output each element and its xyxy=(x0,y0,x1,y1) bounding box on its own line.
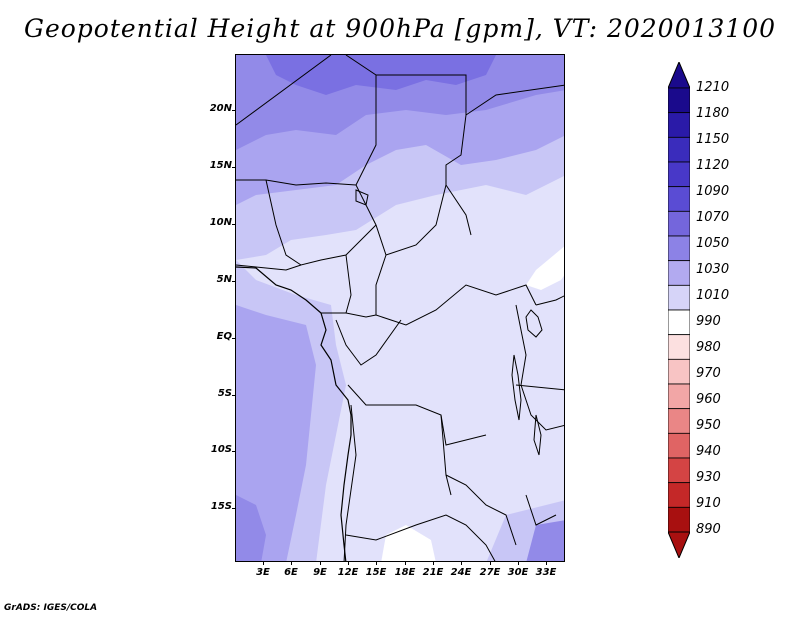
colorbar-segment xyxy=(668,235,690,262)
colorbar-label: 990 xyxy=(696,314,721,329)
lon-tick xyxy=(405,561,406,565)
colorbar-label: 940 xyxy=(696,444,721,459)
colorbar-label: 980 xyxy=(696,340,721,355)
lat-label: 10N xyxy=(209,217,232,228)
lon-label: 24E xyxy=(450,567,472,578)
band-1070-sw xyxy=(236,495,266,561)
colorbar-segment xyxy=(668,457,690,484)
colorbar-label: 1180 xyxy=(696,106,730,121)
band-1050-ocean xyxy=(236,305,316,561)
lat-label: 5N xyxy=(216,274,232,285)
lon-tick xyxy=(490,561,491,565)
colorbar xyxy=(668,62,690,558)
colorbar-label: 950 xyxy=(696,418,721,433)
colorbar-segment xyxy=(668,383,690,410)
band-990-east xyxy=(526,246,564,290)
lat-label: 5S xyxy=(217,388,232,399)
lon-tick xyxy=(433,561,434,565)
colorbar-segments xyxy=(668,87,690,533)
colorbar-segment xyxy=(668,161,690,188)
lon-label: 12E xyxy=(337,567,359,578)
lat-label: 20N xyxy=(209,103,232,114)
colorbar-label: 1090 xyxy=(696,184,730,199)
map-panel xyxy=(235,54,565,562)
lon-tick xyxy=(348,561,349,565)
colorbar-segment xyxy=(668,186,690,212)
colorbar-segment xyxy=(668,112,690,138)
colorbar-segment xyxy=(668,408,690,434)
lon-label: 33E xyxy=(535,567,557,578)
colorbar-label: 960 xyxy=(696,392,721,407)
band-990-south xyxy=(381,525,436,561)
lat-tick xyxy=(232,110,236,111)
colorbar-segment xyxy=(668,432,690,459)
lakes xyxy=(355,189,543,456)
lat-tick xyxy=(232,508,236,509)
chart-title: Geopotential Height at 900hPa [gpm], VT:… xyxy=(23,14,777,43)
colorbar-label: 1210 xyxy=(696,80,730,95)
lon-tick xyxy=(518,561,519,565)
lat-tick xyxy=(232,281,236,282)
lon-label: 6E xyxy=(284,567,298,578)
lat-label: 15S xyxy=(210,501,232,512)
lat-tick xyxy=(232,395,236,396)
colorbar-segment xyxy=(668,210,690,237)
lat-label: EQ xyxy=(216,331,232,342)
colorbar-label: 1120 xyxy=(696,158,730,173)
colorbar-label: 930 xyxy=(696,470,721,485)
lon-label: 15E xyxy=(365,567,387,578)
lon-label: 18E xyxy=(394,567,416,578)
map-canvas xyxy=(236,55,564,561)
colorbar-segment xyxy=(668,260,690,286)
colorbar-label: 1010 xyxy=(696,288,730,303)
lat-tick xyxy=(232,451,236,452)
colorbar-segment xyxy=(668,136,690,163)
colorbar-top-arrow xyxy=(668,62,690,89)
lat-tick xyxy=(232,167,236,168)
colorbar-segment xyxy=(668,358,690,385)
boundaries xyxy=(236,55,564,561)
colorbar-segment xyxy=(668,482,690,508)
colorbar-segment xyxy=(668,309,690,336)
colorbar-segment xyxy=(668,284,690,311)
colorbar-bottom-arrow xyxy=(668,531,690,558)
lon-tick xyxy=(376,561,377,565)
lon-label: 27E xyxy=(479,567,501,578)
lon-label: 21E xyxy=(422,567,444,578)
lat-label: 15N xyxy=(209,160,232,171)
colorbar-label: 910 xyxy=(696,496,721,511)
colorbar-label: 890 xyxy=(696,522,721,537)
lon-tick xyxy=(320,561,321,565)
colorbar-segment xyxy=(668,334,690,360)
lon-tick xyxy=(461,561,462,565)
colorbar-label: 1150 xyxy=(696,132,730,147)
lon-tick xyxy=(291,561,292,565)
lon-label: 3E xyxy=(256,567,270,578)
band-1070-se xyxy=(526,520,564,561)
colorbar-label: 1070 xyxy=(696,210,730,225)
lat-tick xyxy=(232,338,236,339)
colorbar-segment xyxy=(668,506,690,533)
lon-tick xyxy=(263,561,264,565)
lat-label: 10S xyxy=(210,444,232,455)
lon-tick xyxy=(546,561,547,565)
lon-label: 9E xyxy=(313,567,327,578)
colorbar-label: 970 xyxy=(696,366,721,381)
lon-label: 30E xyxy=(507,567,529,578)
lat-tick xyxy=(232,224,236,225)
coastline xyxy=(236,266,352,561)
colorbar-label: 1030 xyxy=(696,262,730,277)
colorbar-label: 1050 xyxy=(696,236,730,251)
colorbar-segment xyxy=(668,87,690,114)
grads-credit: GrADS: IGES/COLA xyxy=(4,603,98,613)
